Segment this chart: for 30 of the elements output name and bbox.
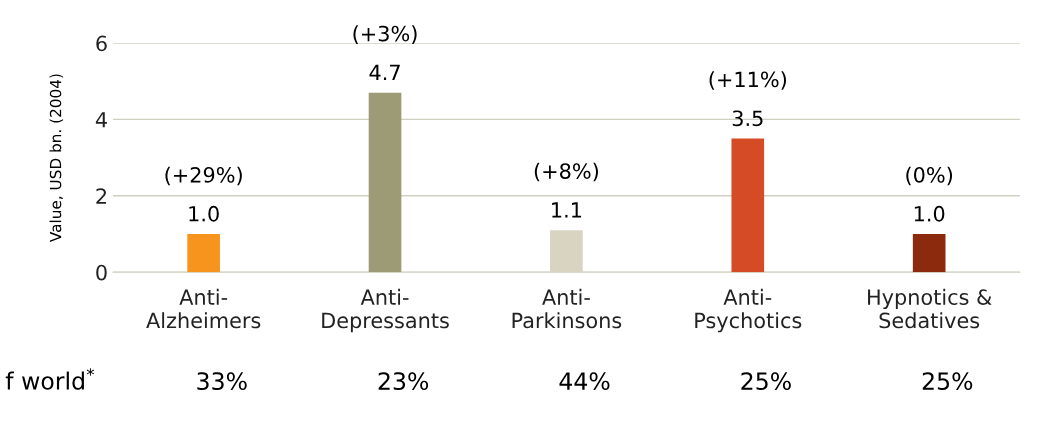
x-tick-label: Anti- Depressants: [322, 288, 449, 333]
annotation: (+8%): [534, 162, 598, 182]
annotation: (+3%): [353, 25, 417, 44]
x-tick-label: Anti- Psychotics: [695, 288, 802, 333]
y-tick-label: 4: [95, 112, 107, 128]
x-tick-label: Anti- Parkinsons: [512, 288, 622, 329]
text: f world$^{*}$: [5, 368, 95, 390]
y-tick-label: 2: [96, 188, 107, 204]
x-tick-label: Anti- Alzheimers: [146, 288, 261, 329]
y-tick-label: 6: [96, 35, 107, 52]
x-tick-label: Hypnotics & Sedatives: [868, 288, 992, 329]
y-tick-label: 0: [96, 264, 107, 281]
data-label: 3.5: [732, 110, 763, 127]
bar: [187, 234, 220, 273]
bar: [912, 234, 946, 273]
text: 25%: [922, 372, 973, 391]
data-label: 1.0: [914, 205, 945, 222]
data-label: 1.1: [552, 202, 582, 218]
annotation: (+11%): [709, 71, 786, 90]
annotation: (0%): [906, 166, 953, 186]
bar: [731, 138, 765, 273]
text: 33%: [197, 372, 247, 391]
data-label: 4.7: [369, 64, 400, 81]
data-label: 1.0: [189, 205, 219, 222]
annotation: (+29%): [165, 166, 242, 186]
text: 23%: [378, 372, 429, 391]
y-axis-title: Value, USD bn. (2004): [49, 74, 64, 243]
text: 44%: [559, 372, 610, 391]
text: 25%: [741, 372, 791, 391]
bar: [368, 92, 402, 273]
